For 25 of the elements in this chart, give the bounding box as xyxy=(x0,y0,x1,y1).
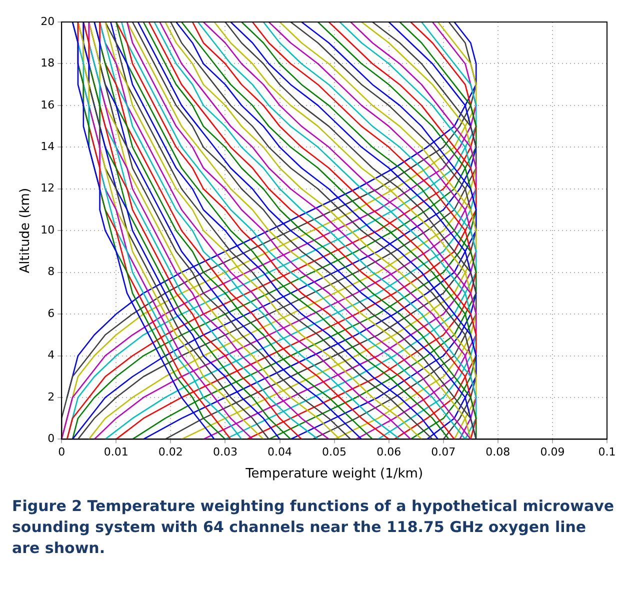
y-tick-label: 18 xyxy=(40,56,55,70)
x-axis-title: Temperature weight (1/km) xyxy=(244,466,424,482)
x-tick-label: 0.1 xyxy=(598,446,616,459)
y-tick-label: 16 xyxy=(40,98,55,112)
y-tick-label: 4 xyxy=(48,348,55,362)
x-tick-label: 0.01 xyxy=(104,446,128,459)
x-tick-label: 0.08 xyxy=(486,446,510,459)
x-tick-label: 0.06 xyxy=(376,446,402,459)
y-tick-label: 2 xyxy=(48,390,55,404)
y-tick-label: 8 xyxy=(48,265,55,278)
y-tick-label: 14 xyxy=(40,140,55,154)
y-tick-label: 6 xyxy=(48,306,55,320)
x-tick-label: 0.05 xyxy=(322,446,347,459)
caption: Figure 2 Temperature weighting functions of a hypothetical microwave sounding system with 64 channels near the 118.75 GHz oxygen line are shown. xyxy=(12,496,616,559)
y-tick-label: 0 xyxy=(48,432,55,446)
x-tick-label: 0.09 xyxy=(540,446,565,459)
x-tick-label: 0.07 xyxy=(431,446,456,459)
y-tick-label: 10 xyxy=(40,223,55,236)
x-tick-label: 0.03 xyxy=(212,446,238,459)
x-tick-label: 0.04 xyxy=(268,446,292,459)
y-axis-title: Altitude (km) xyxy=(18,188,34,274)
y-tick-label: 12 xyxy=(40,182,55,195)
x-tick-label: 0.02 xyxy=(158,446,183,459)
x-tick-label: 0 xyxy=(58,446,66,459)
y-tick-label: 20 xyxy=(40,14,55,28)
